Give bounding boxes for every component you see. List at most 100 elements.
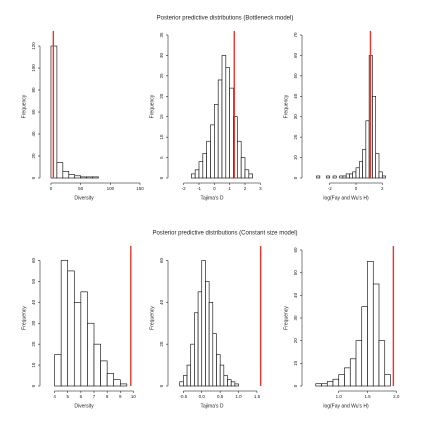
- y-tick-label: 25: [159, 73, 164, 79]
- bar: [372, 95, 377, 179]
- bar: [244, 169, 250, 179]
- x-tick-label: 1.0: [235, 394, 242, 399]
- y-axis-label: Frequency: [283, 94, 289, 118]
- y-tick-label: 30: [293, 315, 298, 321]
- x-tick-label: 1.0: [336, 394, 343, 399]
- bar: [210, 124, 215, 179]
- x-tick-label: 10: [131, 394, 137, 399]
- y-tick-label: 0: [159, 176, 164, 179]
- y-axis-label: Frequency: [149, 94, 155, 118]
- bar: [190, 343, 195, 387]
- y-tick-label: 70: [293, 32, 298, 38]
- x-tick-label: 3: [259, 186, 262, 191]
- bar: [179, 381, 184, 387]
- bar: [316, 175, 321, 179]
- bar: [56, 162, 64, 179]
- bar: [206, 140, 211, 179]
- y-tick-label: 50: [293, 73, 298, 79]
- y-tick-label: 20: [31, 153, 36, 159]
- x-tick-label: 2.0: [393, 394, 400, 399]
- bar: [62, 171, 70, 179]
- x-tick-label: 50: [78, 186, 84, 191]
- x-tick-label: 150: [136, 186, 144, 191]
- bar: [225, 67, 230, 179]
- y-axis-label: Frequency: [283, 306, 289, 330]
- y-tick-label: 50: [293, 270, 298, 276]
- y-axis-label: Frequency: [21, 94, 27, 118]
- y-tick-label: 20: [31, 341, 36, 347]
- bar: [73, 302, 82, 387]
- y-tick-label: 30: [293, 114, 298, 120]
- y-tick-label: 15: [159, 114, 164, 120]
- y-tick-label: 0: [293, 176, 298, 179]
- bar: [194, 312, 199, 387]
- bar: [234, 383, 239, 387]
- bar: [321, 383, 328, 387]
- x-tick-label: 6: [80, 394, 83, 399]
- bar: [113, 379, 121, 387]
- y-tick-label: 30: [31, 320, 36, 326]
- y-tick-label: 10: [159, 134, 164, 140]
- bar: [191, 173, 196, 179]
- bar: [229, 87, 234, 179]
- x-tick-label: 9: [119, 394, 122, 399]
- bar: [352, 171, 357, 179]
- bar: [223, 375, 228, 387]
- y-tick-label: 10: [31, 362, 36, 368]
- x-tick-label: -2: [182, 186, 186, 191]
- x-tick-label: -0.5: [179, 394, 187, 399]
- bar: [349, 358, 357, 387]
- x-tick-label: 0.0: [199, 394, 206, 399]
- bar: [338, 374, 345, 387]
- bar: [93, 343, 101, 387]
- x-tick-label: 0: [50, 186, 53, 191]
- bar: [198, 161, 204, 179]
- bar: [361, 306, 368, 387]
- section-title: Posterior predictive distributions (Cons…: [152, 231, 297, 237]
- bar: [201, 260, 206, 387]
- y-tick-label: 60: [293, 247, 298, 253]
- bar: [202, 153, 207, 179]
- y-tick-label: 0: [293, 384, 298, 387]
- bar: [219, 364, 225, 387]
- bar: [237, 140, 242, 179]
- y-tick-label: 40: [159, 299, 164, 305]
- bar: [230, 381, 236, 387]
- bar: [339, 175, 344, 179]
- y-tick-label: 35: [159, 32, 164, 38]
- y-axis-label: Frequency: [21, 306, 27, 330]
- x-tick-label: 5: [66, 394, 69, 399]
- bar: [378, 171, 383, 179]
- x-tick-label: -1: [197, 186, 201, 191]
- bar: [87, 322, 95, 387]
- bar: [205, 281, 210, 387]
- bar: [378, 340, 386, 387]
- bar: [86, 176, 93, 179]
- y-tick-label: 5: [159, 156, 164, 159]
- bar: [54, 354, 62, 387]
- bar: [332, 175, 337, 179]
- x-tick-label: -2: [328, 186, 332, 191]
- bar: [344, 367, 351, 387]
- y-tick-label: 40: [293, 292, 298, 298]
- y-tick-label: 10: [293, 360, 298, 366]
- bar: [194, 169, 200, 179]
- x-tick-label: 1.5: [254, 394, 261, 399]
- bar: [67, 270, 75, 387]
- bar: [367, 261, 374, 387]
- bar: [355, 167, 360, 179]
- bar: [60, 260, 69, 387]
- x-tick-label: 0.5: [217, 394, 224, 399]
- y-tick-label: 60: [293, 52, 298, 58]
- bar: [212, 333, 217, 387]
- bar: [208, 302, 214, 387]
- x-tick-label: 0: [213, 186, 216, 191]
- bar: [326, 175, 331, 179]
- bar: [381, 175, 386, 179]
- y-axis-label: Frequency: [149, 306, 155, 330]
- x-tick-label: 7: [93, 394, 96, 399]
- y-tick-label: 60: [31, 109, 36, 115]
- y-tick-label: 40: [293, 93, 298, 99]
- y-tick-label: 100: [31, 64, 36, 72]
